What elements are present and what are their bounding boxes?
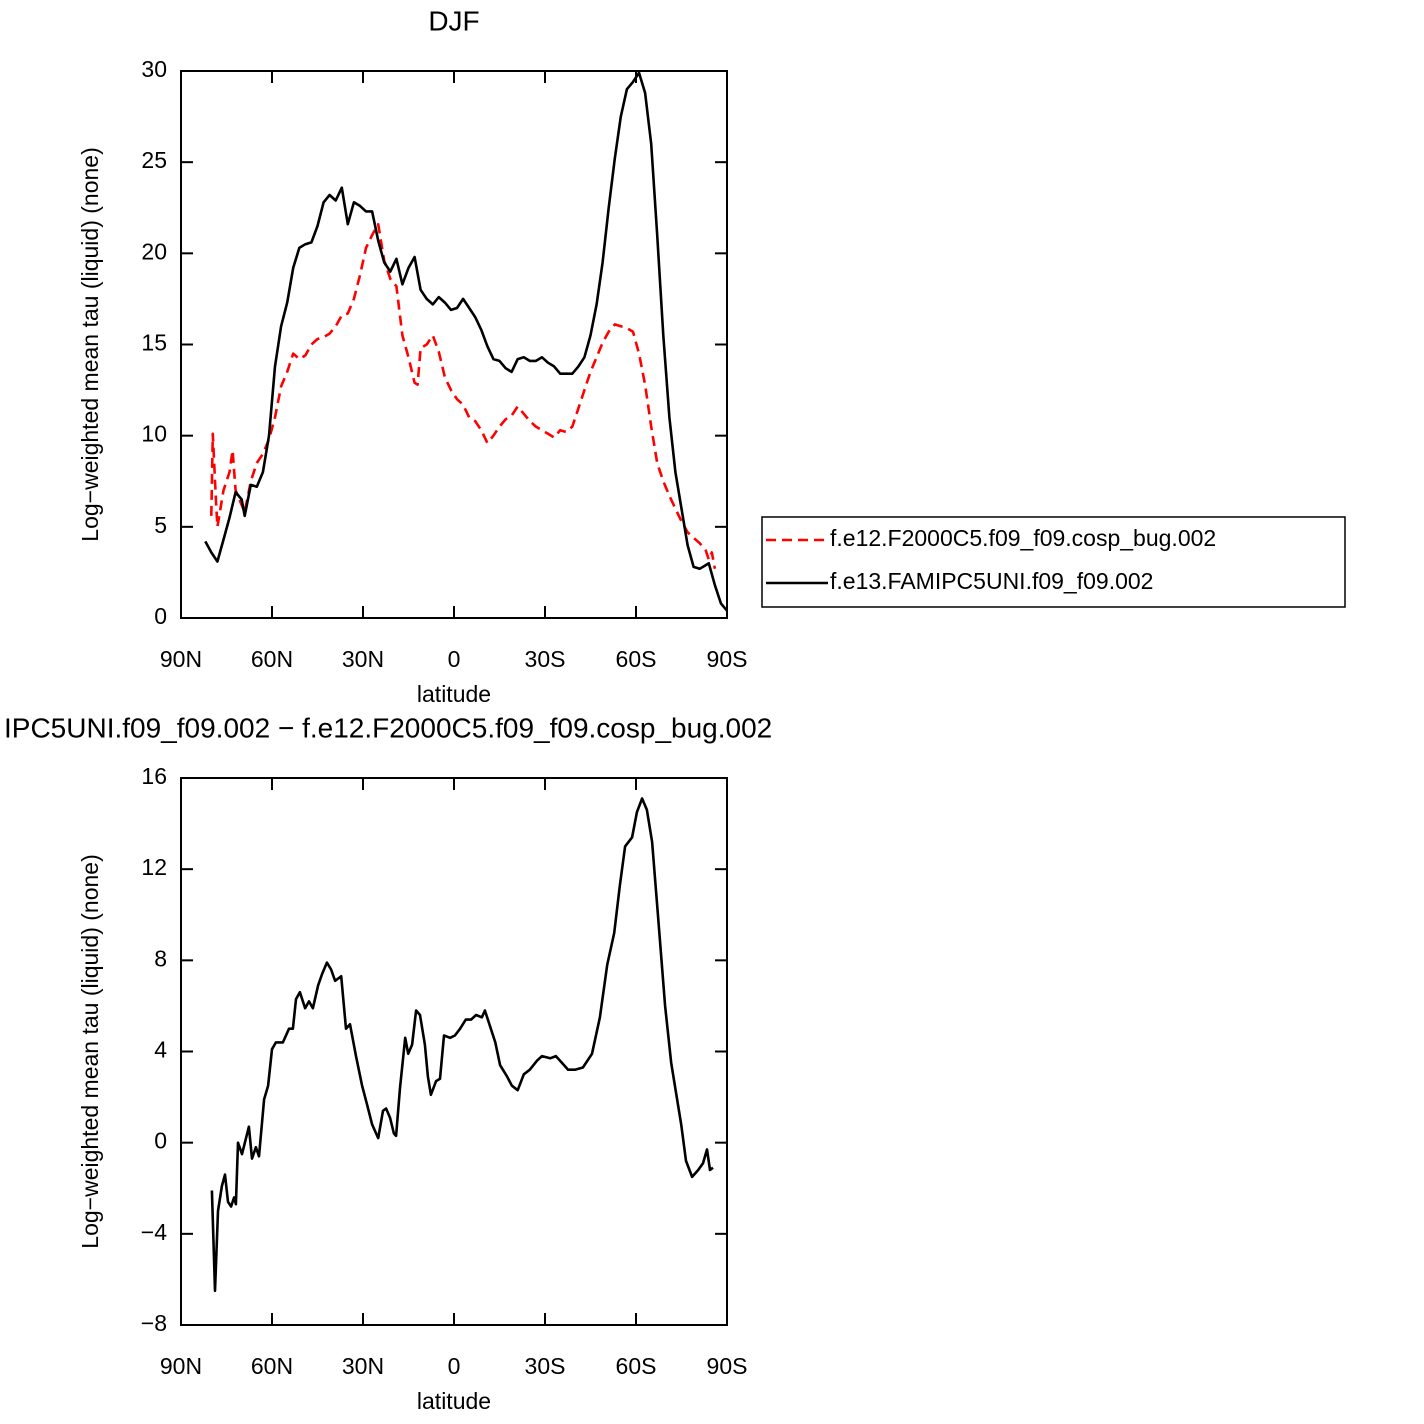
chart-title: DJF <box>428 5 479 36</box>
legend-label: f.e12.F2000C5.f09_f09.cosp_bug.002 <box>830 525 1216 551</box>
y-tick-label: 4 <box>154 1037 167 1063</box>
y-tick-label: 0 <box>154 603 167 629</box>
plot-frame <box>180 70 728 619</box>
line-series <box>210 797 714 1293</box>
y-tick-label: 5 <box>154 512 167 538</box>
x-axis-label: latitude <box>417 1388 491 1414</box>
x-axis-label: latitude <box>417 681 491 707</box>
x-tick-label: 60N <box>251 1353 293 1379</box>
x-tick-label: 30N <box>342 646 384 672</box>
y-tick-label: 12 <box>141 854 167 880</box>
x-tick-label: 30S <box>525 646 566 672</box>
x-tick-label: 90S <box>707 646 748 672</box>
legend-label: f.e13.FAMIPC5UNI.f09_f09.002 <box>830 568 1153 594</box>
y-tick-label: 8 <box>154 945 167 971</box>
x-tick-label: 90N <box>160 1353 202 1379</box>
legend-box <box>761 516 1346 608</box>
y-tick-label: 16 <box>141 763 167 789</box>
x-tick-label: 60S <box>616 646 657 672</box>
y-axis-label: Log−weighted mean tau (liquid) (none) <box>77 147 103 541</box>
x-tick-label: 30N <box>342 1353 384 1379</box>
y-tick-label: 10 <box>141 421 167 447</box>
y-tick-label: 20 <box>141 238 167 264</box>
y-tick-label: −8 <box>141 1310 167 1336</box>
x-tick-label: 90N <box>160 646 202 672</box>
line-series <box>210 222 717 570</box>
line-series <box>204 71 728 612</box>
plot-frame <box>180 777 728 1326</box>
chart-title: IPC5UNI.f09_f09.002 − f.e12.F2000C5.f09_… <box>4 712 772 743</box>
x-tick-label: 60S <box>616 1353 657 1379</box>
y-tick-label: −4 <box>141 1219 167 1245</box>
x-tick-label: 90S <box>707 1353 748 1379</box>
y-tick-label: 30 <box>141 56 167 82</box>
x-tick-label: 0 <box>448 1353 461 1379</box>
y-tick-label: 25 <box>141 147 167 173</box>
x-tick-label: 30S <box>525 1353 566 1379</box>
x-tick-label: 60N <box>251 646 293 672</box>
y-tick-label: 15 <box>141 330 167 356</box>
y-axis-label: Log−weighted mean tau (liquid) (none) <box>77 854 103 1248</box>
y-tick-label: 0 <box>154 1128 167 1154</box>
x-tick-label: 0 <box>448 646 461 672</box>
